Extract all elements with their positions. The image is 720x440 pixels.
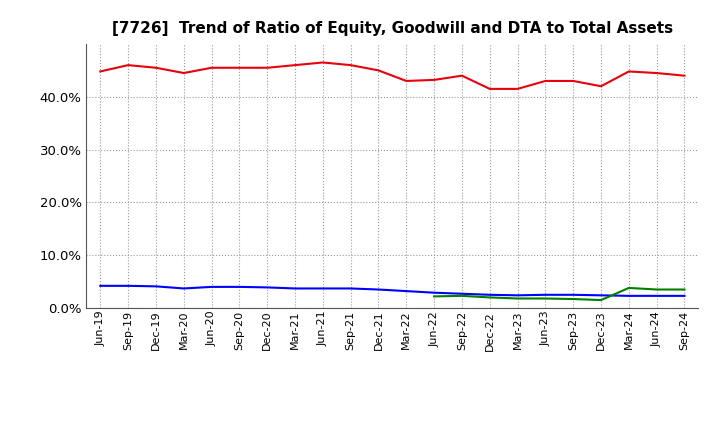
Goodwill	[430, 290, 438, 295]
Title: [7726]  Trend of Ratio of Equity, Goodwill and DTA to Total Assets: [7726] Trend of Ratio of Equity, Goodwil…	[112, 21, 673, 36]
Equity	[402, 78, 410, 84]
Equity	[124, 62, 132, 68]
Deferred Tax Assets	[513, 296, 522, 301]
Equity	[152, 65, 161, 70]
Goodwill	[374, 287, 383, 292]
Deferred Tax Assets	[569, 297, 577, 302]
Deferred Tax Assets	[624, 285, 633, 290]
Goodwill	[346, 286, 355, 291]
Equity	[569, 78, 577, 84]
Goodwill	[513, 293, 522, 298]
Goodwill	[207, 284, 216, 290]
Goodwill	[179, 286, 188, 291]
Goodwill	[680, 293, 689, 298]
Deferred Tax Assets	[541, 296, 550, 301]
Equity	[680, 73, 689, 78]
Goodwill	[291, 286, 300, 291]
Equity	[318, 60, 327, 65]
Equity	[597, 84, 606, 89]
Goodwill	[541, 292, 550, 297]
Equity	[346, 62, 355, 68]
Goodwill	[597, 293, 606, 298]
Equity	[652, 70, 661, 76]
Deferred Tax Assets	[458, 293, 467, 298]
Deferred Tax Assets	[680, 287, 689, 292]
Equity	[430, 77, 438, 83]
Equity	[263, 65, 271, 70]
Goodwill	[624, 293, 633, 298]
Equity	[624, 69, 633, 74]
Goodwill	[652, 293, 661, 298]
Equity	[485, 86, 494, 92]
Goodwill	[235, 284, 243, 290]
Goodwill	[485, 292, 494, 297]
Deferred Tax Assets	[597, 297, 606, 303]
Line: Deferred Tax Assets: Deferred Tax Assets	[434, 288, 685, 300]
Goodwill	[318, 286, 327, 291]
Goodwill	[124, 283, 132, 289]
Equity	[374, 68, 383, 73]
Equity	[179, 70, 188, 76]
Goodwill	[263, 285, 271, 290]
Line: Goodwill: Goodwill	[100, 286, 685, 296]
Goodwill	[96, 283, 104, 289]
Equity	[207, 65, 216, 70]
Deferred Tax Assets	[652, 287, 661, 292]
Equity	[235, 65, 243, 70]
Equity	[541, 78, 550, 84]
Equity	[513, 86, 522, 92]
Equity	[291, 62, 300, 68]
Goodwill	[152, 284, 161, 289]
Equity	[96, 69, 104, 74]
Deferred Tax Assets	[485, 295, 494, 300]
Line: Equity: Equity	[100, 62, 685, 89]
Goodwill	[569, 292, 577, 297]
Goodwill	[458, 291, 467, 297]
Goodwill	[402, 289, 410, 294]
Equity	[458, 73, 467, 78]
Deferred Tax Assets	[430, 294, 438, 299]
